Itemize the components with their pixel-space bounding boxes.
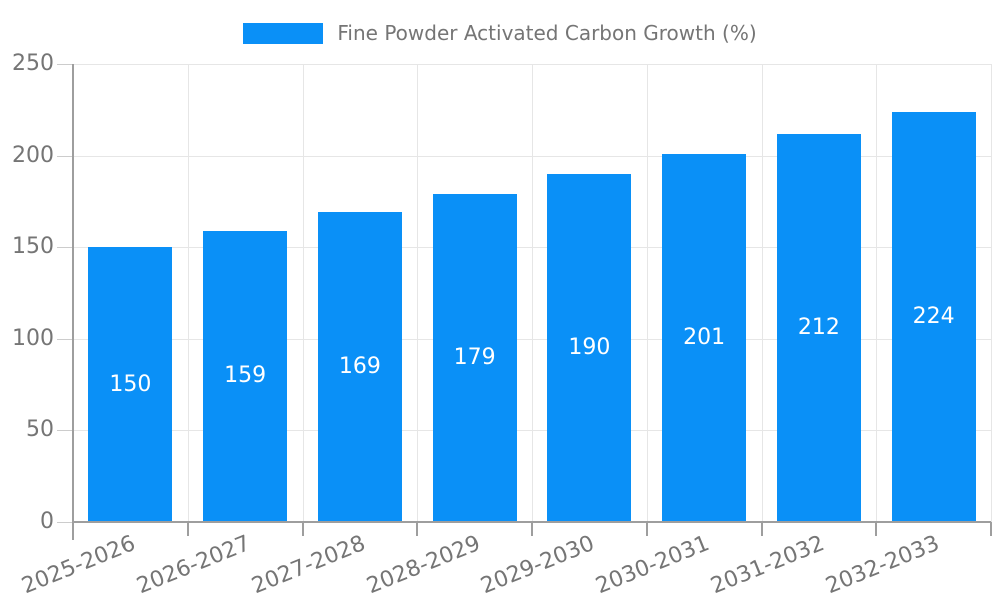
x-axis-tick (186, 522, 189, 536)
chart-legend: Fine Powder Activated Carbon Growth (%) (0, 21, 1000, 45)
y-axis-tick (57, 155, 73, 157)
legend-label: Fine Powder Activated Carbon Growth (%) (337, 21, 757, 45)
bar-value-label: 212 (797, 314, 840, 340)
x-gridline (646, 64, 648, 522)
y-axis-tick-label: 250 (12, 51, 54, 76)
bar (891, 111, 976, 522)
bar-value-label: 150 (109, 371, 152, 397)
bar-value-label: 179 (453, 345, 496, 370)
bar-chart: Fine Powder Activated Carbon Growth (%) … (0, 21, 1000, 600)
x-gridline (187, 64, 189, 522)
x-gridline (991, 64, 992, 522)
bar (432, 194, 517, 522)
x-gridline (302, 64, 304, 522)
x-axis-tick (990, 522, 992, 536)
bar-value-label: 159 (224, 363, 267, 389)
y-axis-tick (57, 522, 73, 523)
x-gridline (417, 64, 419, 522)
x-axis-tick (531, 522, 533, 536)
x-gridline (532, 64, 533, 522)
bar-value-label: 201 (683, 324, 726, 350)
bar (203, 230, 288, 522)
x-axis-tick (645, 522, 648, 536)
y-axis-tick (57, 247, 73, 249)
legend-swatch (243, 22, 324, 44)
y-axis-tick-label: 0 (40, 509, 54, 534)
x-axis-tick (301, 522, 304, 536)
bar (317, 212, 402, 522)
y-axis-line (72, 64, 74, 540)
bar (662, 153, 747, 522)
bar (547, 173, 632, 522)
y-axis-tick-label: 150 (12, 234, 54, 260)
x-axis-tick (875, 522, 878, 536)
x-gridline (876, 64, 878, 522)
x-gridline (761, 64, 763, 522)
y-axis-tick (57, 64, 73, 65)
y-axis-tick (57, 338, 73, 340)
bar-value-label: 190 (568, 335, 611, 360)
y-axis-tick-label: 200 (12, 142, 54, 168)
bar-value-label: 169 (338, 354, 381, 380)
bar (776, 133, 861, 522)
y-axis-tick-label: 100 (12, 325, 54, 351)
bar (88, 247, 173, 522)
y-axis-tick (57, 430, 73, 432)
x-axis-tick (416, 522, 419, 536)
x-axis-tick (760, 522, 763, 536)
y-axis-tick-label: 50 (26, 417, 54, 443)
x-axis-line (72, 521, 991, 523)
bar-value-label: 224 (912, 303, 955, 329)
